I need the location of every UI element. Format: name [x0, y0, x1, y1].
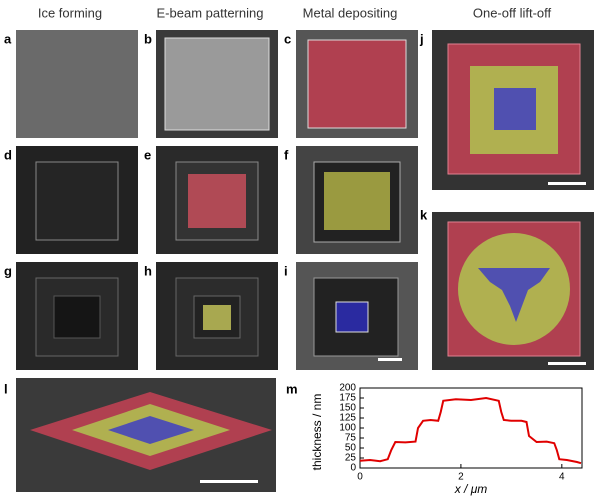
panel-label: i: [284, 263, 288, 278]
y-tick-label: 75: [345, 433, 357, 444]
panel-label: m: [286, 381, 298, 396]
metal-blue: [478, 268, 550, 322]
y-tick-label: 175: [339, 393, 356, 404]
y-tick-label: 25: [345, 453, 357, 464]
headers: Ice forming E-beam patterning Metal depo…: [38, 5, 552, 20]
panel-label: h: [144, 263, 152, 278]
x-tick-label: 2: [458, 472, 464, 483]
panel-label: e: [144, 147, 151, 162]
ice-square: [164, 37, 270, 131]
metal-blue: [494, 88, 536, 130]
metal-blue: [108, 416, 194, 444]
column-header: Ice forming: [38, 5, 102, 20]
y-tick-label: 0: [350, 463, 356, 474]
panel-label: b: [144, 31, 152, 46]
panel-label: c: [284, 31, 291, 46]
pattern: [53, 295, 101, 339]
chart: thickness / nm x / μm 025507510012515017…: [310, 383, 583, 496]
scale-bar: [548, 182, 586, 185]
panel-label: f: [284, 147, 289, 162]
column-header: Metal depositing: [303, 5, 398, 20]
scale-bar: [200, 480, 258, 483]
metal-yellow: [203, 305, 231, 330]
metal-blue: [335, 301, 369, 333]
y-axis-label: thickness / nm: [310, 394, 324, 471]
pattern: [35, 161, 119, 241]
scale-bar: [378, 358, 402, 361]
sem-image: [16, 30, 138, 138]
x-tick-label: 0: [357, 472, 363, 483]
y-tick-label: 200: [339, 383, 356, 394]
panel-label: g: [4, 263, 12, 278]
x-axis-label: x / μm: [454, 482, 488, 496]
y-tick-label: 50: [345, 443, 357, 454]
panel-label: l: [4, 381, 8, 396]
y-tick-label: 100: [339, 423, 356, 434]
y-tick-label: 125: [339, 413, 356, 424]
panel-label: d: [4, 147, 12, 162]
y-tick-label: 150: [339, 403, 356, 414]
panel-label: a: [4, 31, 12, 46]
metal-red: [188, 174, 246, 228]
x-tick-label: 4: [559, 472, 565, 483]
panel-label: k: [420, 207, 428, 222]
column-header: One-off lift-off: [473, 5, 552, 20]
scale-bar: [548, 362, 586, 365]
metal-red: [307, 39, 407, 129]
column-header: E-beam patterning: [157, 5, 264, 20]
metal-yellow: [324, 172, 390, 230]
panel-label: j: [419, 31, 424, 46]
data-line: [359, 396, 582, 465]
